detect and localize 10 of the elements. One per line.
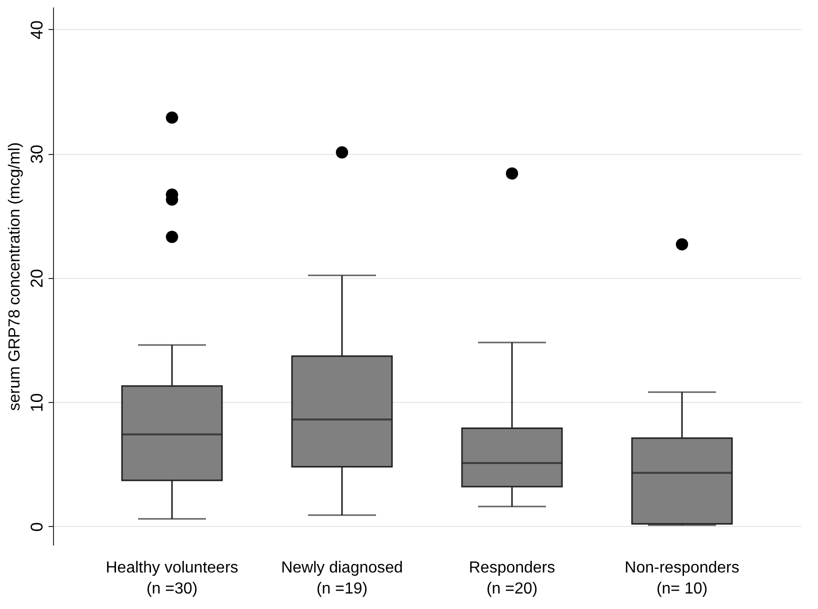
x-tick-label: Newly diagnosed (n =19) xyxy=(281,560,403,598)
y-tick-label: 10 xyxy=(28,393,46,412)
x-tick-label: Healthy volunteers (n =30) xyxy=(106,560,238,598)
y-tick-label: 0 xyxy=(28,522,46,532)
x-tick-label: Non-responders (n= 10) xyxy=(624,560,740,598)
y-tick-label: 20 xyxy=(28,268,46,288)
y-axis-title: serum GRP78 concentration (mcg/ml) xyxy=(6,142,24,411)
x-tick-label: Responders (n =20) xyxy=(468,560,556,598)
y-tick-label: 40 xyxy=(28,20,46,40)
y-tick-label: 30 xyxy=(28,144,46,164)
